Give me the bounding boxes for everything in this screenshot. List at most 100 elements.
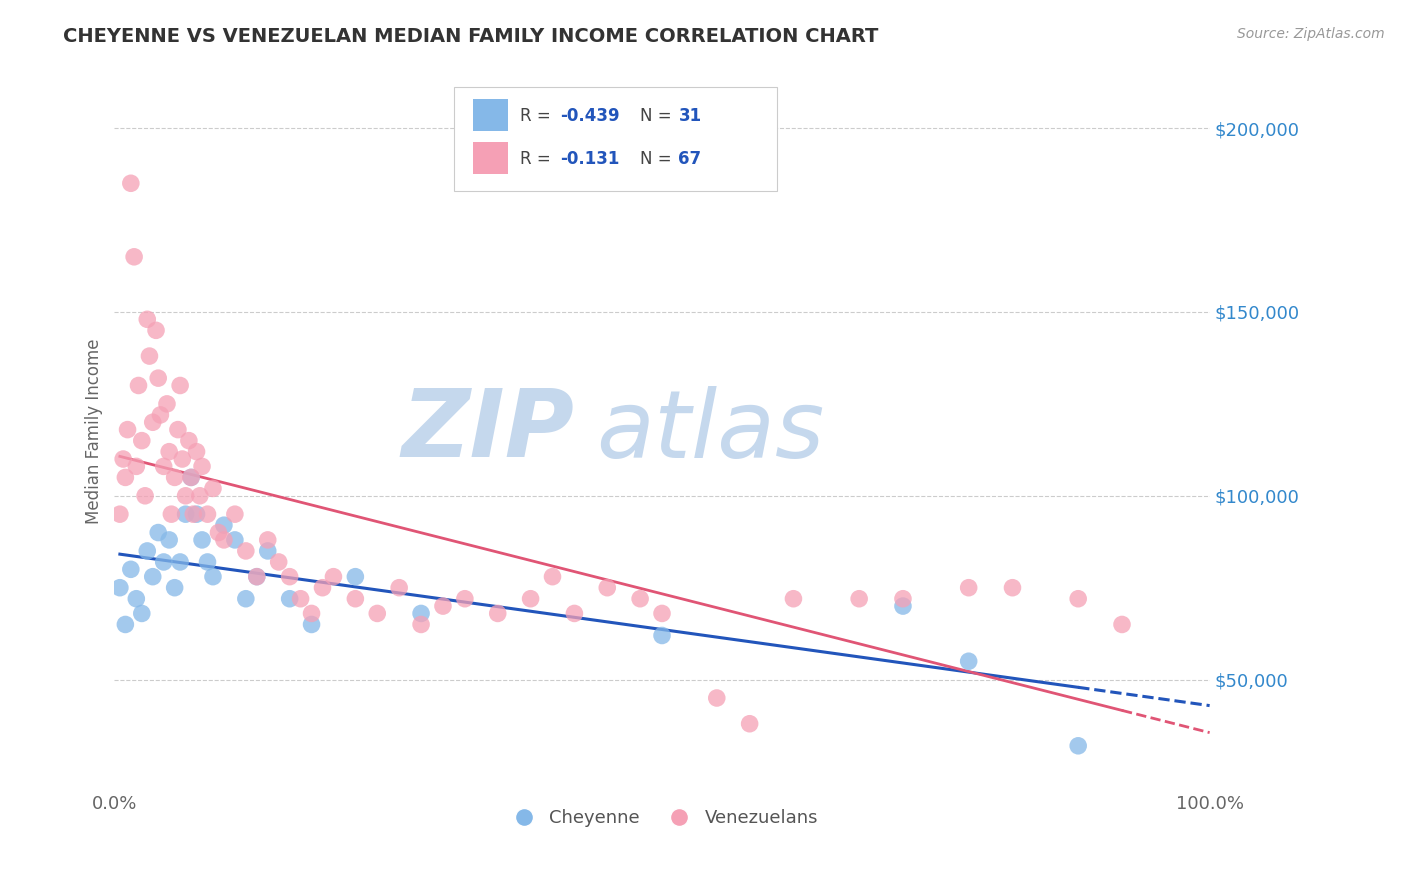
Point	[180, 470, 202, 484]
Point	[191, 459, 214, 474]
Point	[114, 470, 136, 484]
Point	[169, 555, 191, 569]
Text: R =: R =	[520, 150, 555, 168]
Point	[174, 507, 197, 521]
Point	[108, 507, 131, 521]
Point	[136, 312, 159, 326]
Point	[157, 533, 180, 547]
Point	[114, 617, 136, 632]
Point	[149, 408, 172, 422]
Point	[541, 569, 564, 583]
Point	[651, 607, 673, 621]
Point	[131, 434, 153, 448]
Point	[191, 533, 214, 547]
Point	[782, 591, 804, 606]
Point	[134, 489, 156, 503]
Point	[1111, 617, 1133, 632]
Point	[301, 607, 323, 621]
Point	[201, 569, 224, 583]
Text: CHEYENNE VS VENEZUELAN MEDIAN FAMILY INCOME CORRELATION CHART: CHEYENNE VS VENEZUELAN MEDIAN FAMILY INC…	[63, 27, 879, 45]
Point	[174, 489, 197, 503]
Point	[163, 470, 186, 484]
Point	[188, 489, 211, 503]
Bar	[472, 142, 508, 174]
Point	[148, 371, 170, 385]
Text: Source: ZipAtlas.com: Source: ZipAtlas.com	[1237, 27, 1385, 41]
Point	[169, 378, 191, 392]
Point	[120, 562, 142, 576]
Point	[564, 607, 586, 621]
Point	[207, 525, 229, 540]
Point	[180, 470, 202, 484]
Point	[278, 569, 301, 583]
FancyBboxPatch shape	[454, 87, 778, 191]
Text: R =: R =	[520, 107, 555, 125]
Bar	[472, 99, 508, 131]
Point	[138, 349, 160, 363]
Point	[112, 452, 135, 467]
Text: 31: 31	[679, 107, 702, 125]
Point	[519, 591, 541, 606]
Point	[366, 607, 388, 621]
Point	[108, 581, 131, 595]
Point	[246, 569, 269, 583]
Text: ZIP: ZIP	[402, 385, 575, 477]
Point	[125, 459, 148, 474]
Point	[957, 654, 980, 668]
Point	[848, 591, 870, 606]
Point	[142, 415, 165, 429]
Point	[172, 452, 194, 467]
Point	[409, 617, 432, 632]
Point	[157, 444, 180, 458]
Point	[167, 423, 190, 437]
Point	[235, 544, 257, 558]
Point	[212, 518, 235, 533]
Point	[1067, 739, 1090, 753]
Point	[322, 569, 344, 583]
Point	[891, 599, 914, 613]
Point	[152, 555, 174, 569]
Point	[152, 459, 174, 474]
Point	[186, 444, 208, 458]
Point	[596, 581, 619, 595]
Point	[486, 607, 509, 621]
Point	[148, 525, 170, 540]
Point	[177, 434, 200, 448]
Point	[891, 591, 914, 606]
Point	[628, 591, 651, 606]
Point	[738, 716, 761, 731]
Point	[160, 507, 183, 521]
Point	[290, 591, 312, 606]
Point	[651, 628, 673, 642]
Point	[256, 544, 278, 558]
Point	[201, 482, 224, 496]
Text: N =: N =	[640, 150, 676, 168]
Point	[197, 555, 219, 569]
Point	[256, 533, 278, 547]
Point	[344, 591, 367, 606]
Text: N =: N =	[640, 107, 676, 125]
Point	[235, 591, 257, 606]
Point	[706, 691, 728, 706]
Text: -0.131: -0.131	[560, 150, 620, 168]
Legend: Cheyenne, Venezuelans: Cheyenne, Venezuelans	[499, 802, 825, 835]
Point	[388, 581, 411, 595]
Point	[125, 591, 148, 606]
Point	[212, 533, 235, 547]
Point	[145, 323, 167, 337]
Point	[131, 607, 153, 621]
Point	[142, 569, 165, 583]
Point	[120, 176, 142, 190]
Point	[344, 569, 367, 583]
Point	[246, 569, 269, 583]
Point	[432, 599, 454, 613]
Point	[197, 507, 219, 521]
Point	[156, 397, 179, 411]
Point	[957, 581, 980, 595]
Point	[224, 533, 246, 547]
Point	[117, 423, 139, 437]
Point	[311, 581, 333, 595]
Point	[1067, 591, 1090, 606]
Point	[224, 507, 246, 521]
Point	[301, 617, 323, 632]
